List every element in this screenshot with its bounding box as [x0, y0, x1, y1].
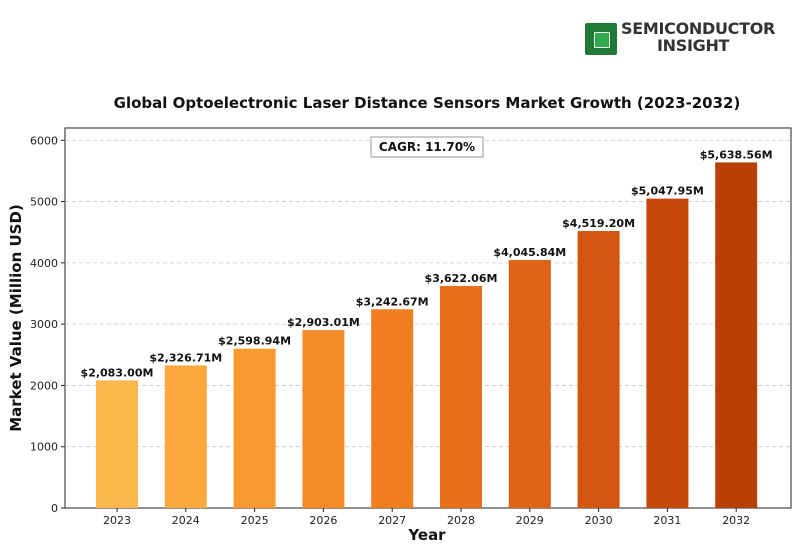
- cagr-box: [370, 136, 484, 158]
- x-tick-label: 2026: [309, 514, 337, 527]
- data-label-2024: $2,326.71M: [149, 351, 222, 364]
- logo-line-2: INSIGHT: [657, 36, 730, 55]
- bar-2029: [508, 260, 551, 508]
- bar-2027: [371, 309, 414, 508]
- data-label-2023: $2,083.00M: [81, 366, 154, 379]
- x-tick-label: 2032: [722, 514, 750, 527]
- bar-2026: [302, 330, 345, 508]
- x-tick-label: 2027: [378, 514, 406, 527]
- bar-2032: [715, 162, 758, 509]
- data-label-2031: $5,047.95M: [631, 185, 704, 198]
- data-label-2028: $3,622.06M: [425, 272, 498, 285]
- cagr-annotation: CAGR: 11.70%: [370, 136, 484, 158]
- bar-2030: [577, 231, 620, 508]
- x-tick-label: 2030: [585, 514, 613, 527]
- chart-title: Global Optoelectronic Laser Distance Sen…: [114, 94, 741, 112]
- bar-2025: [233, 348, 276, 508]
- data-label-2027: $3,242.67M: [356, 295, 429, 308]
- bar-2031: [646, 198, 689, 509]
- y-axis-title: Market Value (Million USD): [7, 204, 25, 432]
- x-tick-label: 2029: [516, 514, 544, 527]
- x-axis-title: Year: [407, 526, 446, 544]
- x-tick-label: 2023: [103, 514, 131, 527]
- x-axis-ticks: 2023 2024 2025 2026 2027 2028 2029 2030 2031 2032: [103, 508, 750, 527]
- data-label-2030: $4,519.20M: [562, 217, 635, 230]
- data-labels: $2,083.00M $2,326.71M $2,598.94M $2,903.01M…: [81, 148, 773, 379]
- x-tick-label: 2028: [447, 514, 475, 527]
- y-tick-label: 4000: [30, 257, 58, 270]
- y-tick-label: 6000: [30, 134, 58, 147]
- bar-2023: [96, 380, 138, 508]
- data-label-2032: $5,638.56M: [700, 148, 773, 161]
- cagr-text: CAGR: 11.70%: [379, 140, 475, 154]
- y-tick-label: 0: [51, 502, 58, 515]
- x-tick-label: 2025: [241, 514, 269, 527]
- bar-2028: [440, 286, 482, 508]
- plot-area-frame: [64, 127, 792, 509]
- y-tick-label: 1000: [30, 441, 58, 454]
- x-tick-label: 2024: [172, 514, 200, 527]
- bar-2024: [164, 365, 207, 508]
- bars: [96, 162, 758, 509]
- y-tick-label: 3000: [30, 318, 58, 331]
- data-label-2026: $2,903.01M: [287, 316, 360, 329]
- logo-line-1: SEMICONDUCTOR: [621, 19, 776, 38]
- data-label-2025: $2,598.94M: [218, 335, 291, 348]
- logo-text: SEMICONDUCTOR INSIGHT: [621, 20, 775, 54]
- x-tick-label: 2031: [653, 514, 681, 527]
- y-axis-ticks: 0 1000 2000 3000 4000 5000 6000: [30, 134, 65, 515]
- semiconductor-insight-logo: SEMICONDUCTOR INSIGHT: [585, 20, 775, 58]
- data-label-2029: $4,045.84M: [493, 246, 566, 259]
- y-tick-label: 2000: [30, 379, 58, 392]
- y-tick-label: 5000: [30, 196, 58, 209]
- chip-icon: [585, 23, 617, 55]
